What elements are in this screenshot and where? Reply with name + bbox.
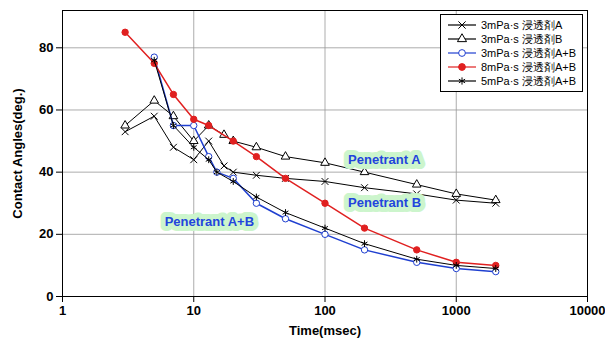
svg-text:0: 0 <box>46 289 53 304</box>
html-text:3mPa·s 浸透剤A+B: 3mPa·s 浸透剤A+B <box>480 47 576 59</box>
html-text:8mPa·s 浸透剤A+B: 8mPa·s 浸透剤A+B <box>480 61 576 73</box>
svg-text:Contact Angles(deg.): Contact Angles(deg.) <box>10 88 25 218</box>
svg-text:100: 100 <box>314 303 336 318</box>
svg-text:Penetrant B: Penetrant B <box>348 195 421 210</box>
svg-text:1: 1 <box>59 303 66 318</box>
html-text:3mPa·s 浸透剤A: 3mPa·s 浸透剤A <box>480 19 563 31</box>
html-text:3mPa·s 浸透剤B: 3mPa·s 浸透剤B <box>480 33 563 45</box>
svg-text:60: 60 <box>39 102 53 117</box>
svg-text:10000: 10000 <box>569 303 605 318</box>
svg-text:1000: 1000 <box>442 303 471 318</box>
svg-text:20: 20 <box>39 226 53 241</box>
svg-text:Time(msec): Time(msec) <box>289 323 361 338</box>
svg-text:Penetrant A: Penetrant A <box>348 152 421 167</box>
svg-text:40: 40 <box>39 164 53 179</box>
html-text:5mPa·s 浸透剤A+B: 5mPa·s 浸透剤A+B <box>480 75 576 87</box>
svg-text:Penetrant A+B: Penetrant A+B <box>165 214 254 229</box>
svg-text:80: 80 <box>39 40 53 55</box>
svg-text:10: 10 <box>187 303 201 318</box>
